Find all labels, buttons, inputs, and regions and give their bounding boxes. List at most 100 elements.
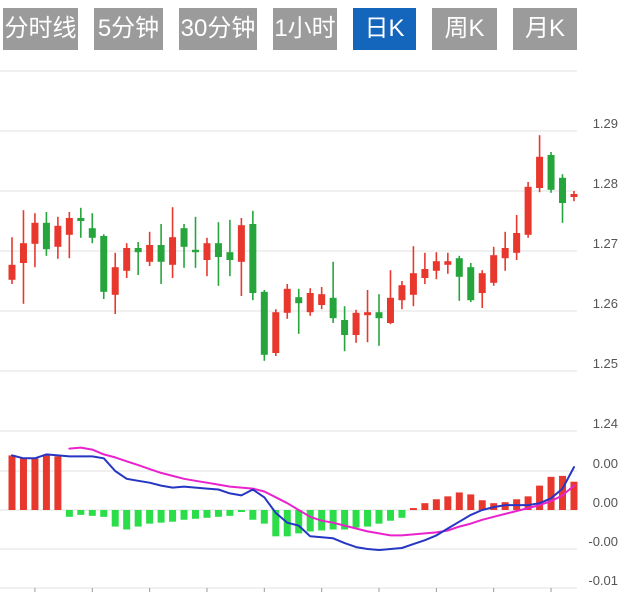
macd-bar — [214, 510, 222, 517]
price-axis-label: 1.24 — [593, 416, 618, 431]
price-axis-label: 1.25 — [593, 356, 618, 371]
candle-up — [111, 267, 119, 295]
chart-area[interactable]: 1.29 1.28 1.27 1.26 1.25 1.24 0.00 0.00 -0.00 -0.… — [0, 60, 636, 592]
candle-up — [501, 248, 509, 259]
period-tabbar: 分时线 5分钟 30分钟 1小时 日K 周K 月K — [0, 0, 636, 50]
macd-axis-label: -0.01 — [588, 573, 618, 588]
price-axis-label: 1.29 — [593, 116, 618, 131]
macd-bar — [203, 510, 211, 518]
candle-down — [455, 258, 463, 277]
macd-bar — [169, 510, 177, 522]
tab-30min[interactable]: 30分钟 — [179, 8, 257, 50]
macd-bar — [467, 494, 475, 510]
macd-bar — [31, 458, 39, 510]
candle-down — [559, 177, 567, 203]
tab-weekly-k[interactable]: 周K — [432, 8, 497, 50]
macd-bar — [421, 503, 429, 510]
macd-bar — [192, 510, 200, 519]
dif-line — [11, 453, 575, 551]
macd-bar — [398, 510, 406, 518]
candle-up — [203, 243, 211, 260]
candle-down — [329, 297, 337, 319]
macd-bar — [341, 510, 349, 530]
candle-up — [123, 248, 131, 271]
candle-up — [169, 237, 177, 265]
macd-bar — [524, 496, 532, 510]
candle-up — [54, 225, 62, 247]
macd-bar — [306, 510, 314, 532]
macd-bar — [237, 510, 245, 512]
macd-bar — [570, 481, 578, 510]
tab-daily-k[interactable]: 日K — [353, 8, 416, 50]
candle-up — [306, 293, 314, 313]
candle-up — [398, 285, 406, 301]
candle-up — [272, 312, 280, 353]
candle-down — [134, 248, 142, 253]
tab-timeshare[interactable]: 分时线 — [3, 8, 78, 50]
macd-bar — [42, 454, 50, 510]
candle-down — [249, 224, 257, 293]
candle-up — [478, 273, 486, 293]
macd-bar — [19, 458, 27, 510]
candle-down — [180, 228, 188, 247]
candle-down — [226, 252, 234, 260]
macd-bar — [295, 510, 303, 534]
candle-up — [524, 186, 532, 235]
macd-bar — [272, 510, 280, 537]
candle-up — [432, 261, 440, 271]
macd-bar — [559, 475, 567, 510]
macd-axis-label: 0.00 — [593, 495, 618, 510]
macd-bar — [329, 510, 337, 530]
candle-up — [65, 218, 73, 235]
candle-up — [386, 297, 394, 323]
candle-up — [318, 294, 326, 305]
macd-bar — [123, 510, 131, 530]
macd-bar — [375, 510, 383, 524]
candle-down — [467, 267, 475, 301]
macd-bar — [432, 499, 440, 510]
candle-down — [157, 245, 165, 262]
candle-down — [100, 236, 108, 292]
macd-bar — [65, 510, 73, 517]
macd-bar — [77, 510, 85, 515]
candle-up — [31, 222, 39, 244]
macd-bar — [409, 508, 417, 511]
candle-up — [444, 261, 452, 265]
candle-down — [341, 320, 349, 335]
macd-bar — [88, 510, 96, 516]
macd-bar — [111, 510, 119, 527]
macd-axis-label: 0.00 — [593, 456, 618, 471]
candle-up — [146, 245, 154, 262]
macd-axis-label: -0.00 — [588, 534, 618, 549]
tab-monthly-k[interactable]: 月K — [513, 8, 577, 50]
candle-up — [237, 225, 245, 262]
macd-bar — [260, 510, 268, 524]
candle-down — [260, 291, 268, 355]
price-axis-label: 1.26 — [593, 296, 618, 311]
tab-5min[interactable]: 5分钟 — [94, 8, 163, 50]
candle-up — [421, 269, 429, 278]
dea-line — [68, 446, 575, 537]
macd-bar — [444, 496, 452, 510]
macd-bar — [249, 510, 257, 520]
candle-down — [88, 228, 96, 238]
macd-bar — [547, 476, 555, 510]
candle-up — [570, 194, 578, 197]
macd-bar — [478, 500, 486, 510]
candle-down — [214, 243, 222, 257]
tab-1hour[interactable]: 1小时 — [273, 8, 337, 50]
macd-bar — [134, 510, 142, 527]
candle-up — [8, 264, 16, 280]
macd-bar — [536, 485, 544, 510]
candle-down — [375, 312, 383, 319]
macd-bar — [226, 510, 234, 516]
macd-bar — [146, 510, 154, 524]
candle-up — [536, 156, 544, 188]
macd-bar — [180, 510, 188, 520]
candle-up — [352, 312, 360, 335]
candle-up — [513, 233, 521, 253]
macd-bar — [100, 510, 108, 517]
macd-bar — [386, 510, 394, 521]
kline-macd-chart[interactable]: 1.29 1.28 1.27 1.26 1.25 1.24 0.00 0.00 -0.00 -0.… — [0, 60, 636, 592]
candle-down — [77, 218, 85, 221]
